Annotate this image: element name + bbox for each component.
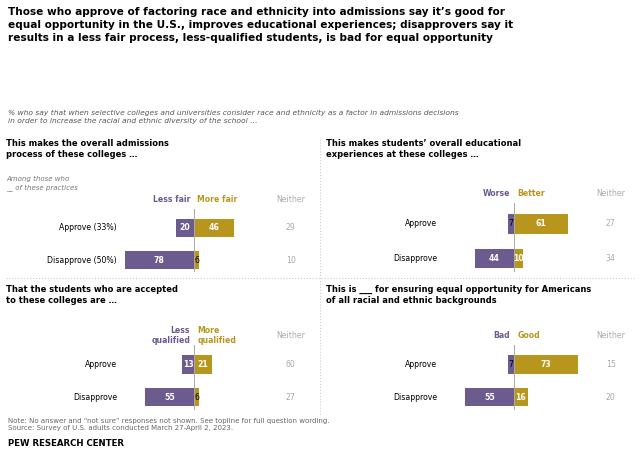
Bar [176,219,194,237]
Text: 46: 46 [209,224,220,232]
Text: 61: 61 [535,219,546,228]
Bar [514,249,523,268]
Text: Neither: Neither [596,331,625,340]
Text: Neither: Neither [276,331,305,340]
Text: 6: 6 [194,392,199,401]
Bar [125,251,194,269]
Text: This is ___ for ensuring equal opportunity for Americans
of all racial and ethni: This is ___ for ensuring equal opportuni… [326,285,591,306]
Text: Disapprove (50%): Disapprove (50%) [47,256,117,265]
Text: Disapprove: Disapprove [393,392,437,401]
Text: Neither: Neither [276,195,305,204]
Text: 78: 78 [154,256,164,265]
Text: This makes students’ overall educational
experiences at these colleges …: This makes students’ overall educational… [326,139,522,159]
Text: 21: 21 [198,360,209,369]
Text: Approve: Approve [405,360,437,369]
Bar [475,249,514,268]
Bar [508,214,514,234]
Bar [194,356,212,373]
Text: This makes the overall admissions
process of these colleges …: This makes the overall admissions proces… [6,139,169,159]
Bar [514,214,568,234]
Text: 20: 20 [605,392,616,401]
Text: 60: 60 [285,360,296,369]
Text: % who say that when selective colleges and universities consider race and ethnic: % who say that when selective colleges a… [8,110,459,124]
Bar [465,388,514,406]
Text: More
qualified: More qualified [198,326,236,346]
Text: 44: 44 [489,254,500,263]
Bar [145,388,194,406]
Bar [194,388,199,406]
Text: 34: 34 [605,254,616,263]
Text: Disapprove: Disapprove [393,254,437,263]
Text: 55: 55 [484,392,495,401]
Text: 7: 7 [508,360,513,369]
Text: Those who approve of factoring race and ethnicity into admissions say it’s good : Those who approve of factoring race and … [8,7,513,43]
Text: Bad: Bad [493,331,510,340]
Text: Approve: Approve [405,219,437,228]
Text: 55: 55 [164,392,175,401]
Text: 16: 16 [515,392,526,401]
Text: Good: Good [518,331,540,340]
Text: Worse: Worse [483,189,510,198]
Text: Disapprove: Disapprove [73,392,117,401]
Bar [508,356,514,373]
Text: Neither: Neither [596,189,625,198]
Bar [194,251,199,269]
Text: 27: 27 [605,219,616,228]
Text: PEW RESEARCH CENTER: PEW RESEARCH CENTER [8,439,124,448]
Bar [514,356,579,373]
Text: 73: 73 [541,360,551,369]
Bar [182,356,194,373]
Text: Approve (33%): Approve (33%) [60,224,117,232]
Text: 6: 6 [194,256,199,265]
Text: 10: 10 [513,254,524,263]
Text: 13: 13 [183,360,193,369]
Text: 20: 20 [180,224,190,232]
Text: Less fair: Less fair [152,195,190,204]
Text: That the students who are accepted
to these colleges are …: That the students who are accepted to th… [6,285,179,305]
Text: 27: 27 [285,392,296,401]
Text: Among those who
__ of these practices: Among those who __ of these practices [6,176,78,191]
Bar [194,219,234,237]
Text: 7: 7 [508,219,513,228]
Text: Better: Better [518,189,545,198]
Text: Approve: Approve [85,360,117,369]
Text: More fair: More fair [198,195,238,204]
Text: Less
qualified: Less qualified [151,326,190,346]
Text: Note: No answer and “not sure” responses not shown. See topline for full questio: Note: No answer and “not sure” responses… [8,418,330,431]
Text: 15: 15 [605,360,616,369]
Text: 29: 29 [285,224,296,232]
Text: 10: 10 [285,256,296,265]
Bar [514,388,528,406]
